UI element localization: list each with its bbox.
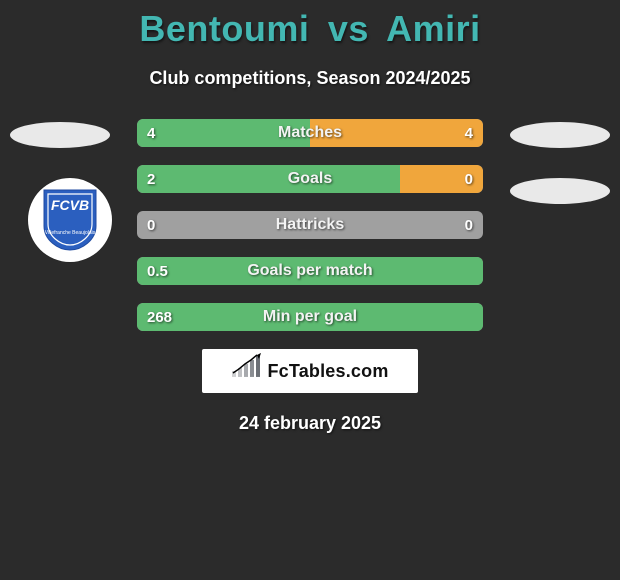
badge-text-top: FCVB <box>51 197 89 213</box>
stat-value-left: 0 <box>147 211 155 239</box>
player-left-pill <box>10 122 110 148</box>
stat-value-right: 0 <box>465 211 473 239</box>
stat-row-hattricks: Hattricks0 0 <box>137 211 483 239</box>
stat-label: Goals per match <box>137 257 483 285</box>
stat-row-matches: Matches4 4 <box>137 119 483 147</box>
stat-label: Min per goal <box>137 303 483 331</box>
stat-value-left: 4 <box>147 119 155 147</box>
stat-row-goals: Goals2 0 <box>137 165 483 193</box>
title-left: Bentoumi <box>139 8 309 49</box>
brand-text: FcTables.com <box>267 361 388 382</box>
stat-row-min_per_goal: Min per goal268 <box>137 303 483 331</box>
club-badge: FCVB Villefranche Beaujolais <box>28 178 112 262</box>
stat-value-right: 0 <box>465 165 473 193</box>
stat-label: Matches <box>137 119 483 147</box>
date-line: 24 february 2025 <box>0 413 620 434</box>
stat-label: Goals <box>137 165 483 193</box>
player-right-pill <box>510 122 610 148</box>
stat-value-left: 0.5 <box>147 257 168 285</box>
stat-row-goals_per_match: Goals per match0.5 <box>137 257 483 285</box>
title-right: Amiri <box>386 8 481 49</box>
stat-label: Hattricks <box>137 211 483 239</box>
stat-value-left: 268 <box>147 303 172 331</box>
stat-value-left: 2 <box>147 165 155 193</box>
stat-value-right: 4 <box>465 119 473 147</box>
club-badge-shield: FCVB Villefranche Beaujolais <box>42 188 98 252</box>
page-title: Bentoumi vs Amiri <box>0 0 620 50</box>
player-right-pill-2 <box>510 178 610 204</box>
brand-icon <box>231 352 261 381</box>
badge-text-bottom: Villefranche Beaujolais <box>45 230 96 236</box>
stats-rows: Matches44Goals20Hattricks00Goals per mat… <box>137 119 483 331</box>
subtitle: Club competitions, Season 2024/2025 <box>0 68 620 89</box>
brand-box: FcTables.com <box>202 349 418 393</box>
title-vs: vs <box>328 8 369 49</box>
